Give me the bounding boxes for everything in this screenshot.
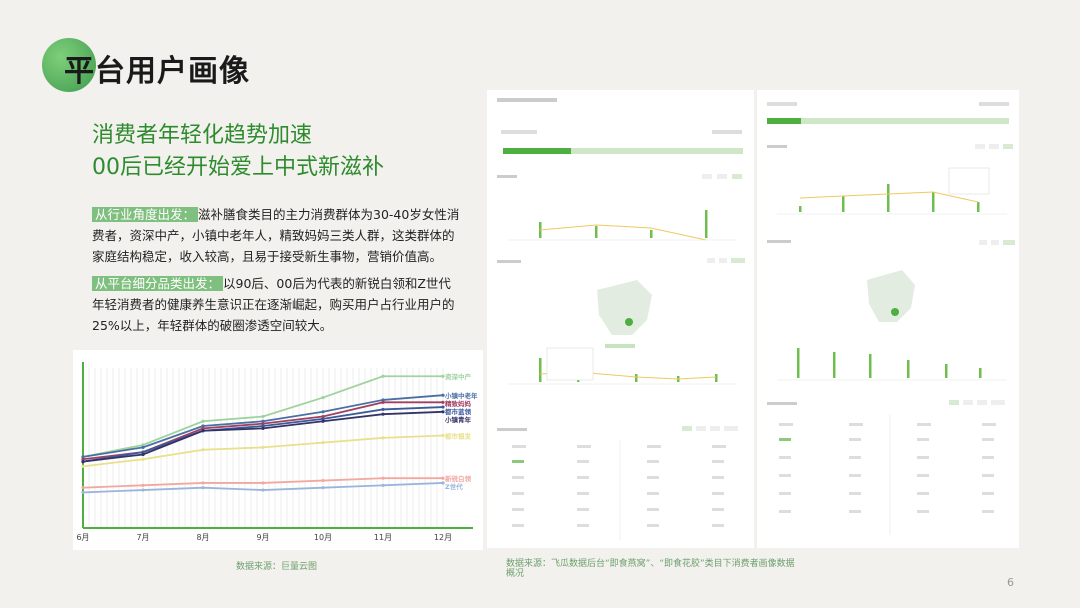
data-point <box>381 400 385 404</box>
data-point <box>321 486 325 490</box>
data-point <box>201 424 205 428</box>
data-point <box>141 483 145 487</box>
data-point <box>261 488 265 492</box>
trend-chart: 6月 7月 8月 9月 10月 11月 12月 资深中产小镇中老年精致妈妈都市蓝领小镇青年都市… <box>76 362 478 542</box>
data-point <box>81 464 85 468</box>
legend-label: 精致妈妈 <box>445 399 472 408</box>
headline-line-2: 00后已经开始爱上中式新滋补 <box>92 155 384 180</box>
data-point <box>381 407 385 412</box>
page-title: 平台用户画像 <box>64 54 250 89</box>
x-tick-label: 8月 <box>196 533 209 542</box>
page-number: 6 <box>1007 576 1014 589</box>
data-point <box>321 410 325 414</box>
paragraph-tag: 从行业角度出发： <box>92 207 199 222</box>
source-note-left: 数据来源：巨量云图 <box>236 562 318 572</box>
paragraph-platform: 从平台细分品类出发： 以90后、00后为代表的新锐白领和Z世代年轻消费者的健康养生… <box>92 273 462 336</box>
data-point <box>81 455 85 459</box>
legend-label: 都市蓝领 <box>444 407 472 416</box>
data-point <box>321 441 325 445</box>
paragraph-industry: 从行业角度出发： 滋补膳食类目的主力消费群体为30-40岁女性消费者，资深中产，小… <box>92 204 462 267</box>
data-point <box>441 433 445 438</box>
data-point <box>441 374 445 378</box>
headline-line-1: 消费者年轻化趋势加速 <box>92 123 313 148</box>
data-point <box>201 486 205 490</box>
dashboard-screenshot-1 <box>487 90 754 548</box>
data-point <box>321 419 325 423</box>
data-point <box>441 481 445 485</box>
data-point <box>441 410 445 414</box>
data-point <box>261 481 265 485</box>
paragraph-text: 滋补膳食类目的主力消费群体为30-40岁女性消费者，资深中产，小镇中老年人，精致… <box>92 207 460 264</box>
x-tick-label: 6月 <box>76 533 89 542</box>
data-point <box>81 490 85 495</box>
paragraph-tag: 从平台细分品类出发： <box>92 276 224 291</box>
data-point <box>141 457 145 461</box>
headline: 消费者年轻化趋势加速 00后已经开始爱上中式新滋补 <box>92 120 384 184</box>
data-point <box>381 398 385 402</box>
legend-label: 小镇青年 <box>444 415 472 424</box>
trend-chart-card: 6月 7月 8月 9月 10月 11月 12月 资深中产小镇中老年 精致妈妈 都市蓝领 小镇青年都市… <box>73 350 483 550</box>
legend-label: 资深中产 <box>445 372 472 381</box>
data-point <box>261 426 265 430</box>
x-tick-label: 7月 <box>136 533 149 542</box>
data-point <box>261 414 265 419</box>
dashboard-1-graphic <box>497 98 745 540</box>
x-tick-label: 11月 <box>374 533 392 542</box>
legend-label: 新锐白领 <box>445 474 472 483</box>
data-point <box>141 450 145 454</box>
legend-label: Z世代 <box>445 482 463 491</box>
x-tick-label: 9月 <box>256 533 269 542</box>
data-point <box>321 417 325 421</box>
data-point <box>81 457 85 461</box>
data-point <box>201 426 205 430</box>
title-block: 平台用户画像 <box>42 38 302 94</box>
data-point <box>381 412 385 416</box>
data-point <box>141 488 145 492</box>
data-point <box>321 395 325 400</box>
data-point <box>261 424 265 428</box>
data-point <box>441 400 445 404</box>
data-point <box>201 448 205 452</box>
data-point <box>141 443 145 447</box>
data-point <box>381 436 385 440</box>
data-point <box>381 476 385 480</box>
data-point <box>441 393 445 397</box>
data-point <box>201 481 205 485</box>
data-point <box>261 445 265 449</box>
data-point <box>381 483 385 487</box>
data-point <box>321 478 325 483</box>
data-point <box>261 422 265 426</box>
x-tick-label: 10月 <box>314 533 332 542</box>
data-point <box>261 419 265 423</box>
legend-label: 都市银发 <box>444 432 472 441</box>
data-point <box>321 414 325 419</box>
data-point <box>441 405 445 409</box>
data-point <box>141 452 145 457</box>
data-point <box>201 429 205 433</box>
dashboard-2-graphic <box>767 102 1015 535</box>
data-point <box>81 486 85 490</box>
paragraph-text: 以90后、00后为代表的新锐白领和Z世代年轻消费者的健康养生意识正在逐渐崛起，购… <box>92 276 455 333</box>
dashboard-screenshot-2 <box>757 90 1019 548</box>
data-point <box>141 445 145 449</box>
data-point <box>201 419 205 423</box>
data-point <box>381 374 385 378</box>
data-point <box>81 460 85 464</box>
legend-label: 小镇中老年 <box>444 391 478 400</box>
title-circle-decoration <box>42 38 96 92</box>
x-tick-label: 12月 <box>434 533 452 542</box>
source-note-right: 数据来源：飞瓜数据后台“即食燕窝”、“即食花胶”类目下消费者画像数据概况 <box>506 559 795 579</box>
data-point <box>441 476 445 480</box>
